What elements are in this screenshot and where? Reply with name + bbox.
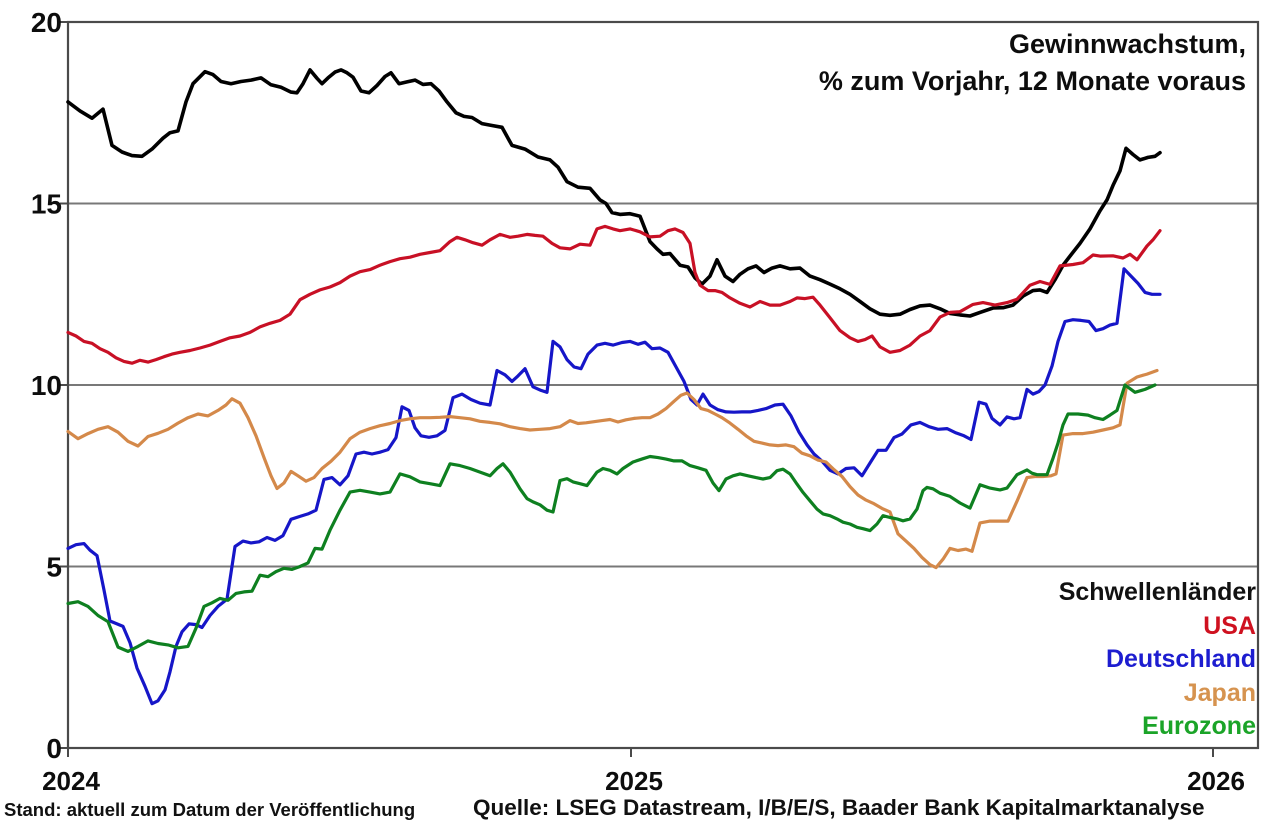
x-tick-label-2024: 2024 xyxy=(42,766,100,796)
footnote-stand: Stand: aktuell zum Datum der Veröffentli… xyxy=(4,799,416,820)
x-tick-label-2025: 2025 xyxy=(605,766,663,796)
series-line-schwellenl-nder xyxy=(66,68,1162,318)
y-tick-label-10: 10 xyxy=(31,370,62,401)
chart-legend: Schwellenländer USA Deutschland Japan Eurozo… xyxy=(1059,576,1256,744)
x-tick-label-2026: 2026 xyxy=(1187,766,1245,796)
y-tick-label-5: 5 xyxy=(46,552,62,583)
chart-title: Gewinnwachstum, % zum Vorjahr, 12 Monate… xyxy=(819,26,1246,100)
legend-item-japan: Japan xyxy=(1183,678,1256,707)
footnote-quelle: Quelle: LSEG Datastream, I/B/E/S, Baader… xyxy=(473,795,1205,820)
chart-title-line2: % zum Vorjahr, 12 Monate voraus xyxy=(818,66,1246,96)
legend-item-deutschland: Deutschland xyxy=(1105,645,1256,673)
series-line-usa xyxy=(66,224,1162,365)
y-tick-label-20: 20 xyxy=(31,7,62,38)
legend-item-usa: USA xyxy=(1203,611,1256,640)
chart-title-line1: Gewinnwachstum, xyxy=(1008,29,1246,59)
series-line-deutschland xyxy=(66,267,1162,706)
y-tick-label-15: 15 xyxy=(31,189,62,220)
series-line-eurozone xyxy=(66,383,1157,654)
legend-item-schwellenlaender: Schwellenländer xyxy=(1058,578,1256,606)
series-line-japan xyxy=(66,368,1159,570)
legend-item-eurozone: Eurozone xyxy=(1142,712,1256,740)
y-tick-label-0: 0 xyxy=(46,733,62,764)
